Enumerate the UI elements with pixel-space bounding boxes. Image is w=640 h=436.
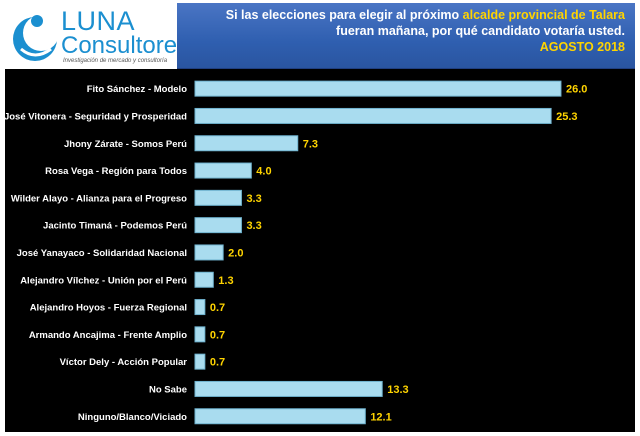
bar [194,162,252,179]
value-label: 0.7 [210,302,225,314]
value-label: 3.3 [246,193,261,205]
bar [194,244,224,261]
value-label: 12.1 [370,411,391,423]
value-label: 0.7 [210,357,225,369]
bar [194,135,299,152]
brand-logo: LUNA Consultores Investigación de mercad… [5,3,189,69]
category-label: No Sabe [149,384,187,395]
category-label: José Yanayaco - Solidaridad Nacional [17,248,187,259]
value-label: 7.3 [303,138,318,150]
category-label: Jacinto Timaná - Podemos Perú [43,221,187,232]
bar-chart: Fito Sánchez - Modelo 26.0 José Vitonera -… [5,80,587,425]
value-label: 2.0 [228,247,243,259]
bar [194,217,242,234]
category-label: Armando Ancajima - Frente Amplio [29,330,187,341]
chart-title: Si las elecciones para elegir al próximo… [177,3,635,69]
category-label: Jhony Zárate - Somos Perú [64,139,187,150]
category-label: Wilder Alayo - Alianza para el Progreso [11,193,187,204]
bar [194,408,366,425]
category-label: Ninguno/Blanco/Viciado [78,412,187,423]
category-label: Víctor Dely - Acción Popular [60,357,188,368]
bar [194,299,206,316]
bar [194,271,214,288]
title-date: AGOSTO 2018 [539,40,625,54]
value-label: 3.3 [246,220,261,232]
moon-logo-icon [13,15,59,61]
brand-tagline: Investigación de mercado y consultoría [63,58,168,64]
bar [194,353,206,370]
brand-name: LUNA [61,6,136,36]
title-line-1-text: Si las elecciones para elegir al próximo [225,8,463,22]
value-label: 4.0 [256,166,271,178]
header: LUNA Consultores Investigación de mercad… [5,3,635,69]
brand-subtitle: Consultores [61,32,190,59]
value-label: 1.3 [218,275,233,287]
category-label: Alejandro Vílchez - Unión por el Perú [20,275,187,286]
value-label: 0.7 [210,329,225,341]
value-label: 13.3 [387,384,408,396]
title-line-1: Si las elecciones para elegir al próximo… [177,7,625,23]
title-highlight: alcalde provincial de Talara [462,8,625,22]
category-label: Rosa Vega - Región para Todos [45,166,187,177]
bar [194,326,206,343]
bar [194,107,552,124]
value-label: 26.0 [566,84,587,96]
category-label: Alejandro Hoyos - Fuerza Regional [30,303,187,314]
chart-area: Fito Sánchez - Modelo 26.0 José Vitonera -… [5,69,635,432]
category-label: José Vitonera - Seguridad y Prosperidad [5,111,187,122]
bar [194,380,383,397]
bar [194,80,562,97]
category-label: Fito Sánchez - Modelo [87,84,187,95]
title-line-2: fueran mañana, por qué candidato votaría… [336,24,625,38]
value-label: 25.3 [556,111,577,123]
bar [194,189,242,206]
